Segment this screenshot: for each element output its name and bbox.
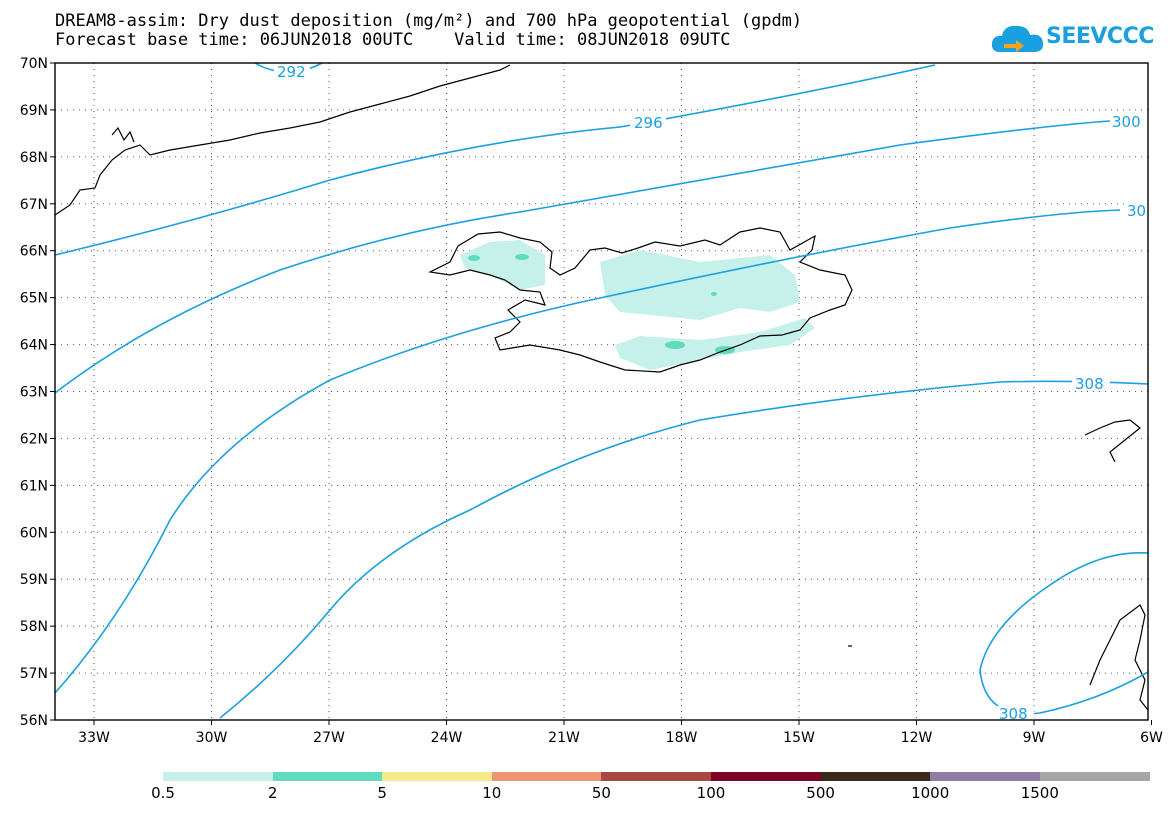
lon-label: 30W [196, 730, 228, 746]
greenland-coast [111, 126, 135, 143]
contour-300 [54, 120, 1111, 394]
lat-label: 66N [20, 244, 48, 260]
legend-swatch [272, 772, 383, 781]
lon-label: 18W [666, 730, 698, 746]
lat-label: 59N [20, 572, 48, 588]
contour-label: 300 [1112, 113, 1141, 131]
lat-label: 62N [20, 431, 48, 447]
legend-label: 1000 [911, 784, 950, 802]
coastlines [54, 64, 1149, 711]
lon-label: 27W [313, 730, 345, 746]
map-subtitle: Forecast base time: 06JUN2018 00UTC Vali… [55, 30, 731, 50]
greenland-coast [54, 64, 511, 216]
legend-swatch [711, 772, 822, 781]
legend-swatch [820, 772, 931, 781]
contour-label: 308 [1075, 375, 1104, 393]
legend-label: 1500 [1020, 784, 1059, 802]
dust-area-north [600, 250, 800, 320]
lat-label: 57N [20, 666, 48, 682]
legend-swatch [601, 772, 712, 781]
lat-label: 63N [20, 385, 48, 401]
contour-304 [54, 209, 1121, 694]
legend-swatch [1039, 772, 1150, 781]
legend-label: 2 [267, 784, 278, 802]
dust-area-south [615, 318, 815, 370]
dust-spot [665, 341, 685, 349]
lon-label: 24W [431, 730, 463, 746]
legend-swatch [163, 772, 274, 781]
lon-label: 6W [1140, 730, 1163, 746]
lon-label: 21W [548, 730, 580, 746]
legend-label: 10 [482, 784, 502, 802]
dust-spot [711, 292, 717, 296]
lat-label: 69N [20, 103, 48, 119]
legend-label: 5 [377, 784, 387, 802]
contour-labels: 292 296 300 30 308 308 [274, 63, 1148, 723]
contour-label: 30 [1127, 202, 1146, 220]
axis-ticks [50, 62, 1152, 725]
map-gridlines [55, 63, 1148, 720]
legend-label: 0.5 [151, 784, 175, 802]
lon-label: 9W [1023, 730, 1046, 746]
seevccc-logo: SEEVCCC [990, 18, 1154, 58]
lat-label: 61N [20, 478, 48, 494]
lat-label: 56N [20, 713, 48, 729]
dust-spot [468, 255, 480, 261]
faroe-coast [1084, 419, 1141, 463]
logo-text: SEEVCCC [1046, 24, 1154, 49]
lon-label: 15W [783, 730, 815, 746]
scotland-coast [1089, 604, 1149, 711]
lat-label: 67N [20, 197, 48, 213]
legend-swatch [491, 772, 602, 781]
dust-spot [515, 254, 529, 260]
contour-label: 308 [999, 705, 1028, 723]
latitude-labels: 70N 69N 68N 67N 66N 65N 64N 63N 62N 61N 60N 59N 58N 5… [20, 56, 48, 729]
lon-label: 12W [901, 730, 933, 746]
legend-swatch [382, 772, 493, 781]
lon-label: 33W [78, 730, 110, 746]
lat-label: 58N [20, 619, 48, 635]
dust-area-westfjords [460, 240, 545, 290]
geopotential-contours [54, 62, 1149, 719]
contour-308 [219, 380, 1149, 719]
cloud-icon [991, 25, 1044, 52]
lat-label: 65N [20, 291, 48, 307]
map-title: DREAM8-assim: Dry dust deposition (mg/m²… [55, 11, 803, 31]
lat-label: 64N [20, 338, 48, 354]
legend-label: 50 [591, 784, 611, 802]
lat-label: 68N [20, 150, 48, 166]
contour-296 [54, 64, 936, 256]
contour-label: 296 [634, 114, 663, 132]
legend-label: 500 [806, 784, 835, 802]
legend-label: 100 [696, 784, 726, 802]
contour-308 [979, 551, 1149, 715]
contour-label: 292 [277, 63, 306, 81]
dust-deposition-shading [460, 240, 815, 370]
lat-label: 60N [20, 525, 48, 541]
lat-label: 70N [20, 56, 48, 72]
longitude-labels: 33W 30W 27W 24W 21W 18W 15W 12W 9W 6W [78, 730, 1163, 746]
legend-swatch [930, 772, 1041, 781]
